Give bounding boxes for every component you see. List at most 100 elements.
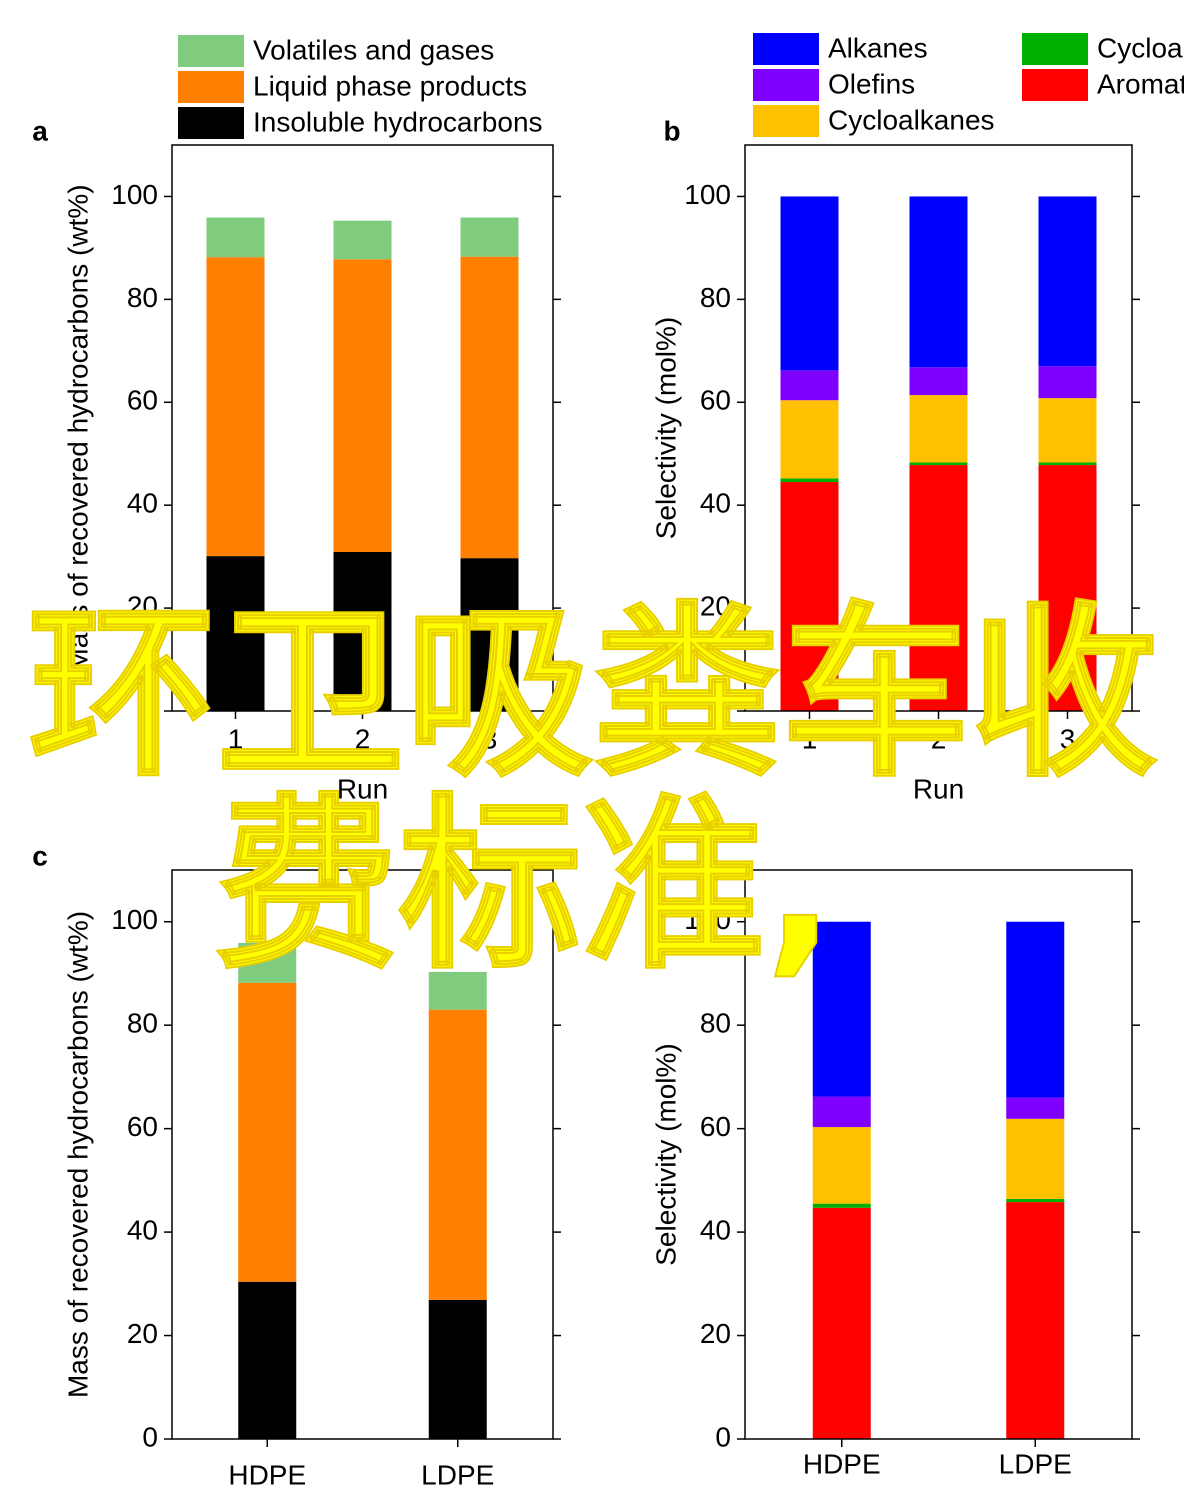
bar-segment [1038, 366, 1097, 399]
legend-swatch [753, 69, 819, 101]
panel-label: a [32, 115, 48, 146]
x-tick-label: 2 [355, 723, 371, 754]
y-tick-label: 60 [700, 385, 731, 416]
y-tick-label: 60 [127, 1111, 158, 1142]
bar-segment [909, 367, 968, 396]
bar-segment [1038, 196, 1097, 367]
bar-segment [780, 196, 839, 371]
plot-frame [171, 869, 554, 1440]
y-tick-label: 0 [142, 1421, 158, 1452]
legend-swatch [753, 33, 819, 65]
legend-swatch [753, 105, 819, 137]
y-tick-label: 40 [700, 488, 731, 519]
legend-swatch [178, 71, 244, 103]
y-tick-label: 80 [700, 1008, 731, 1039]
bar-segment [780, 478, 839, 483]
y-axis-label: Mass of recovered hydrocarbons (wt%) [62, 184, 93, 671]
x-tick-label: LDPE [421, 1459, 494, 1490]
legend-swatch [178, 107, 244, 139]
overlay-text: 费标准, [215, 777, 835, 994]
bar-segment [1006, 1118, 1065, 1199]
x-tick-label: HDPE [803, 1448, 881, 1479]
bar-segment [1006, 921, 1065, 1098]
x-tick-label: 3 [482, 723, 498, 754]
y-tick-label: 40 [127, 1214, 158, 1245]
y-tick-label: 40 [127, 488, 158, 519]
bar-segment [780, 482, 839, 711]
bar-segment [812, 1207, 871, 1439]
bar-segment [909, 196, 968, 368]
legend-swatch [1022, 69, 1088, 101]
x-tick-label: 1 [802, 723, 818, 754]
bar-segment [909, 395, 968, 463]
y-axis-label: Mass of recovered hydrocarbons (wt%) [62, 911, 93, 1398]
y-tick-label: 100 [111, 179, 158, 210]
x-axis-label: Run [337, 773, 388, 804]
legend-label: Cycloalkenes [1097, 32, 1184, 63]
y-tick-label: 80 [127, 1008, 158, 1039]
legend-label: Volatiles and gases [253, 34, 494, 65]
y-tick-label: 0 [142, 693, 158, 724]
x-tick-label: 2 [931, 723, 947, 754]
y-tick-label: 0 [715, 1421, 731, 1452]
legend-label: Olefins [828, 68, 915, 99]
overlay-text: 环卫吸粪车收 [28, 585, 1158, 802]
bar-segment [1006, 1202, 1065, 1439]
bar-segment [333, 220, 392, 260]
bar-segment [333, 259, 392, 553]
y-tick-label: 100 [684, 179, 731, 210]
y-tick-label: 40 [700, 1214, 731, 1245]
legend-swatch [1022, 33, 1088, 65]
bar-segment [428, 1009, 487, 1300]
bar-segment [238, 942, 297, 983]
legend-label: Alkanes [828, 32, 928, 63]
panel-label: b [663, 115, 680, 146]
bar-segment [812, 1203, 871, 1208]
y-tick-label: 100 [111, 904, 158, 935]
y-tick-label: 60 [127, 385, 158, 416]
bar-segment [1006, 1097, 1065, 1119]
bar-segment [780, 400, 839, 479]
bar-segment [1038, 465, 1097, 711]
bar-segment [460, 217, 519, 257]
y-tick-label: 80 [127, 282, 158, 313]
bar-segment [238, 982, 297, 1282]
bar-segment [238, 1281, 297, 1439]
y-tick-label: 60 [700, 1111, 731, 1142]
y-tick-label: 80 [700, 282, 731, 313]
legend-label: Insoluble hydrocarbons [253, 106, 543, 137]
x-axis-label: Run [913, 773, 964, 804]
bar-segment [1038, 398, 1097, 463]
bar-segment [812, 921, 871, 1097]
plot-frame [744, 869, 1133, 1440]
x-tick-label: 1 [228, 723, 244, 754]
bar-segment [812, 1127, 871, 1204]
bar-segment [1006, 1198, 1065, 1203]
bar-segment [206, 217, 265, 258]
bar-segment [909, 462, 968, 466]
y-tick-label: 20 [127, 1318, 158, 1349]
bar-segment [206, 556, 265, 711]
legend-label: Aromatics [1097, 68, 1184, 99]
bar-segment [206, 257, 265, 557]
bar-segment [780, 370, 839, 401]
x-tick-label: HDPE [228, 1459, 306, 1490]
legend-label: Liquid phase products [253, 70, 527, 101]
bar-segment [460, 558, 519, 711]
x-tick-label: 3 [1060, 723, 1076, 754]
y-tick-label: 100 [684, 904, 731, 935]
y-tick-label: 20 [127, 590, 158, 621]
y-axis-label: Selectivity (mol%) [650, 317, 681, 539]
bar-segment [333, 552, 392, 711]
panel-label: c [32, 840, 48, 871]
bar-segment [1038, 462, 1097, 466]
legend-label: Cycloalkanes [828, 104, 995, 135]
legend-swatch [178, 35, 244, 67]
y-tick-label: 20 [700, 1318, 731, 1349]
bar-segment [909, 465, 968, 711]
bar-segment [460, 256, 519, 559]
x-tick-label: LDPE [999, 1448, 1072, 1479]
y-axis-label: Selectivity (mol%) [650, 1043, 681, 1265]
